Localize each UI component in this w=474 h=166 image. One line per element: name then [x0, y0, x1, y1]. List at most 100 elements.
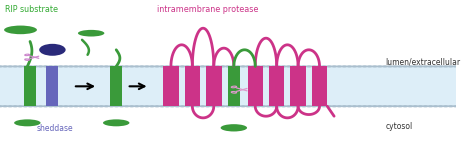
- Circle shape: [275, 65, 282, 68]
- Circle shape: [128, 105, 135, 107]
- Circle shape: [351, 65, 358, 68]
- Circle shape: [154, 105, 160, 107]
- Circle shape: [250, 105, 256, 107]
- Ellipse shape: [14, 119, 41, 126]
- Ellipse shape: [4, 26, 37, 34]
- Circle shape: [366, 65, 373, 68]
- Circle shape: [341, 105, 347, 107]
- Circle shape: [53, 105, 59, 107]
- Circle shape: [260, 65, 266, 68]
- Circle shape: [412, 105, 419, 107]
- Circle shape: [184, 105, 191, 107]
- Circle shape: [392, 65, 398, 68]
- Circle shape: [210, 105, 216, 107]
- Circle shape: [230, 65, 236, 68]
- Bar: [110, 66, 122, 106]
- Circle shape: [372, 65, 378, 68]
- Circle shape: [113, 105, 119, 107]
- Circle shape: [164, 65, 170, 68]
- Circle shape: [240, 105, 246, 107]
- Circle shape: [255, 65, 262, 68]
- Circle shape: [123, 105, 130, 107]
- Circle shape: [382, 65, 388, 68]
- Circle shape: [356, 105, 363, 107]
- Circle shape: [306, 105, 312, 107]
- Circle shape: [42, 65, 49, 68]
- Circle shape: [356, 65, 363, 68]
- Circle shape: [427, 65, 434, 68]
- Circle shape: [68, 65, 74, 68]
- Circle shape: [311, 65, 317, 68]
- Ellipse shape: [39, 44, 65, 56]
- Circle shape: [245, 105, 251, 107]
- Circle shape: [98, 65, 104, 68]
- Circle shape: [53, 65, 59, 68]
- Circle shape: [275, 105, 282, 107]
- Circle shape: [73, 105, 79, 107]
- Circle shape: [123, 65, 130, 68]
- Circle shape: [265, 65, 272, 68]
- Circle shape: [128, 65, 135, 68]
- Circle shape: [346, 65, 353, 68]
- Circle shape: [235, 65, 241, 68]
- Circle shape: [422, 105, 428, 107]
- Circle shape: [432, 105, 439, 107]
- Circle shape: [154, 65, 160, 68]
- Ellipse shape: [220, 124, 247, 131]
- Circle shape: [118, 65, 125, 68]
- Circle shape: [447, 65, 454, 68]
- Circle shape: [397, 105, 403, 107]
- Circle shape: [149, 65, 155, 68]
- Circle shape: [321, 105, 328, 107]
- Circle shape: [316, 65, 322, 68]
- Circle shape: [412, 65, 419, 68]
- Circle shape: [255, 105, 262, 107]
- Circle shape: [366, 105, 373, 107]
- Bar: [247, 66, 263, 106]
- Circle shape: [184, 65, 191, 68]
- Circle shape: [260, 105, 266, 107]
- Circle shape: [2, 65, 8, 68]
- Bar: [206, 66, 221, 106]
- Bar: [291, 66, 306, 106]
- Circle shape: [225, 105, 231, 107]
- Text: intramembrane protease: intramembrane protease: [157, 5, 259, 14]
- Circle shape: [200, 65, 206, 68]
- Circle shape: [78, 105, 84, 107]
- Circle shape: [346, 105, 353, 107]
- Ellipse shape: [78, 30, 104, 37]
- Text: lumen/extracellular: lumen/extracellular: [385, 58, 460, 67]
- Circle shape: [144, 105, 150, 107]
- Circle shape: [397, 65, 403, 68]
- Circle shape: [83, 65, 89, 68]
- Circle shape: [235, 105, 241, 107]
- Circle shape: [230, 105, 236, 107]
- Circle shape: [225, 65, 231, 68]
- Circle shape: [387, 105, 393, 107]
- Circle shape: [311, 105, 317, 107]
- Circle shape: [204, 105, 211, 107]
- Circle shape: [306, 65, 312, 68]
- Circle shape: [447, 105, 454, 107]
- Circle shape: [210, 65, 216, 68]
- Circle shape: [204, 65, 211, 68]
- Circle shape: [108, 65, 115, 68]
- Circle shape: [108, 105, 115, 107]
- Circle shape: [402, 105, 409, 107]
- Circle shape: [250, 65, 256, 68]
- Bar: [24, 66, 36, 106]
- Circle shape: [7, 65, 13, 68]
- Circle shape: [12, 105, 18, 107]
- Circle shape: [22, 105, 28, 107]
- Circle shape: [443, 65, 449, 68]
- Circle shape: [42, 105, 49, 107]
- Circle shape: [326, 105, 332, 107]
- Circle shape: [103, 65, 109, 68]
- Circle shape: [32, 65, 39, 68]
- Circle shape: [78, 65, 84, 68]
- Circle shape: [57, 105, 64, 107]
- Circle shape: [7, 105, 13, 107]
- Circle shape: [301, 65, 307, 68]
- Circle shape: [169, 105, 175, 107]
- Circle shape: [382, 105, 388, 107]
